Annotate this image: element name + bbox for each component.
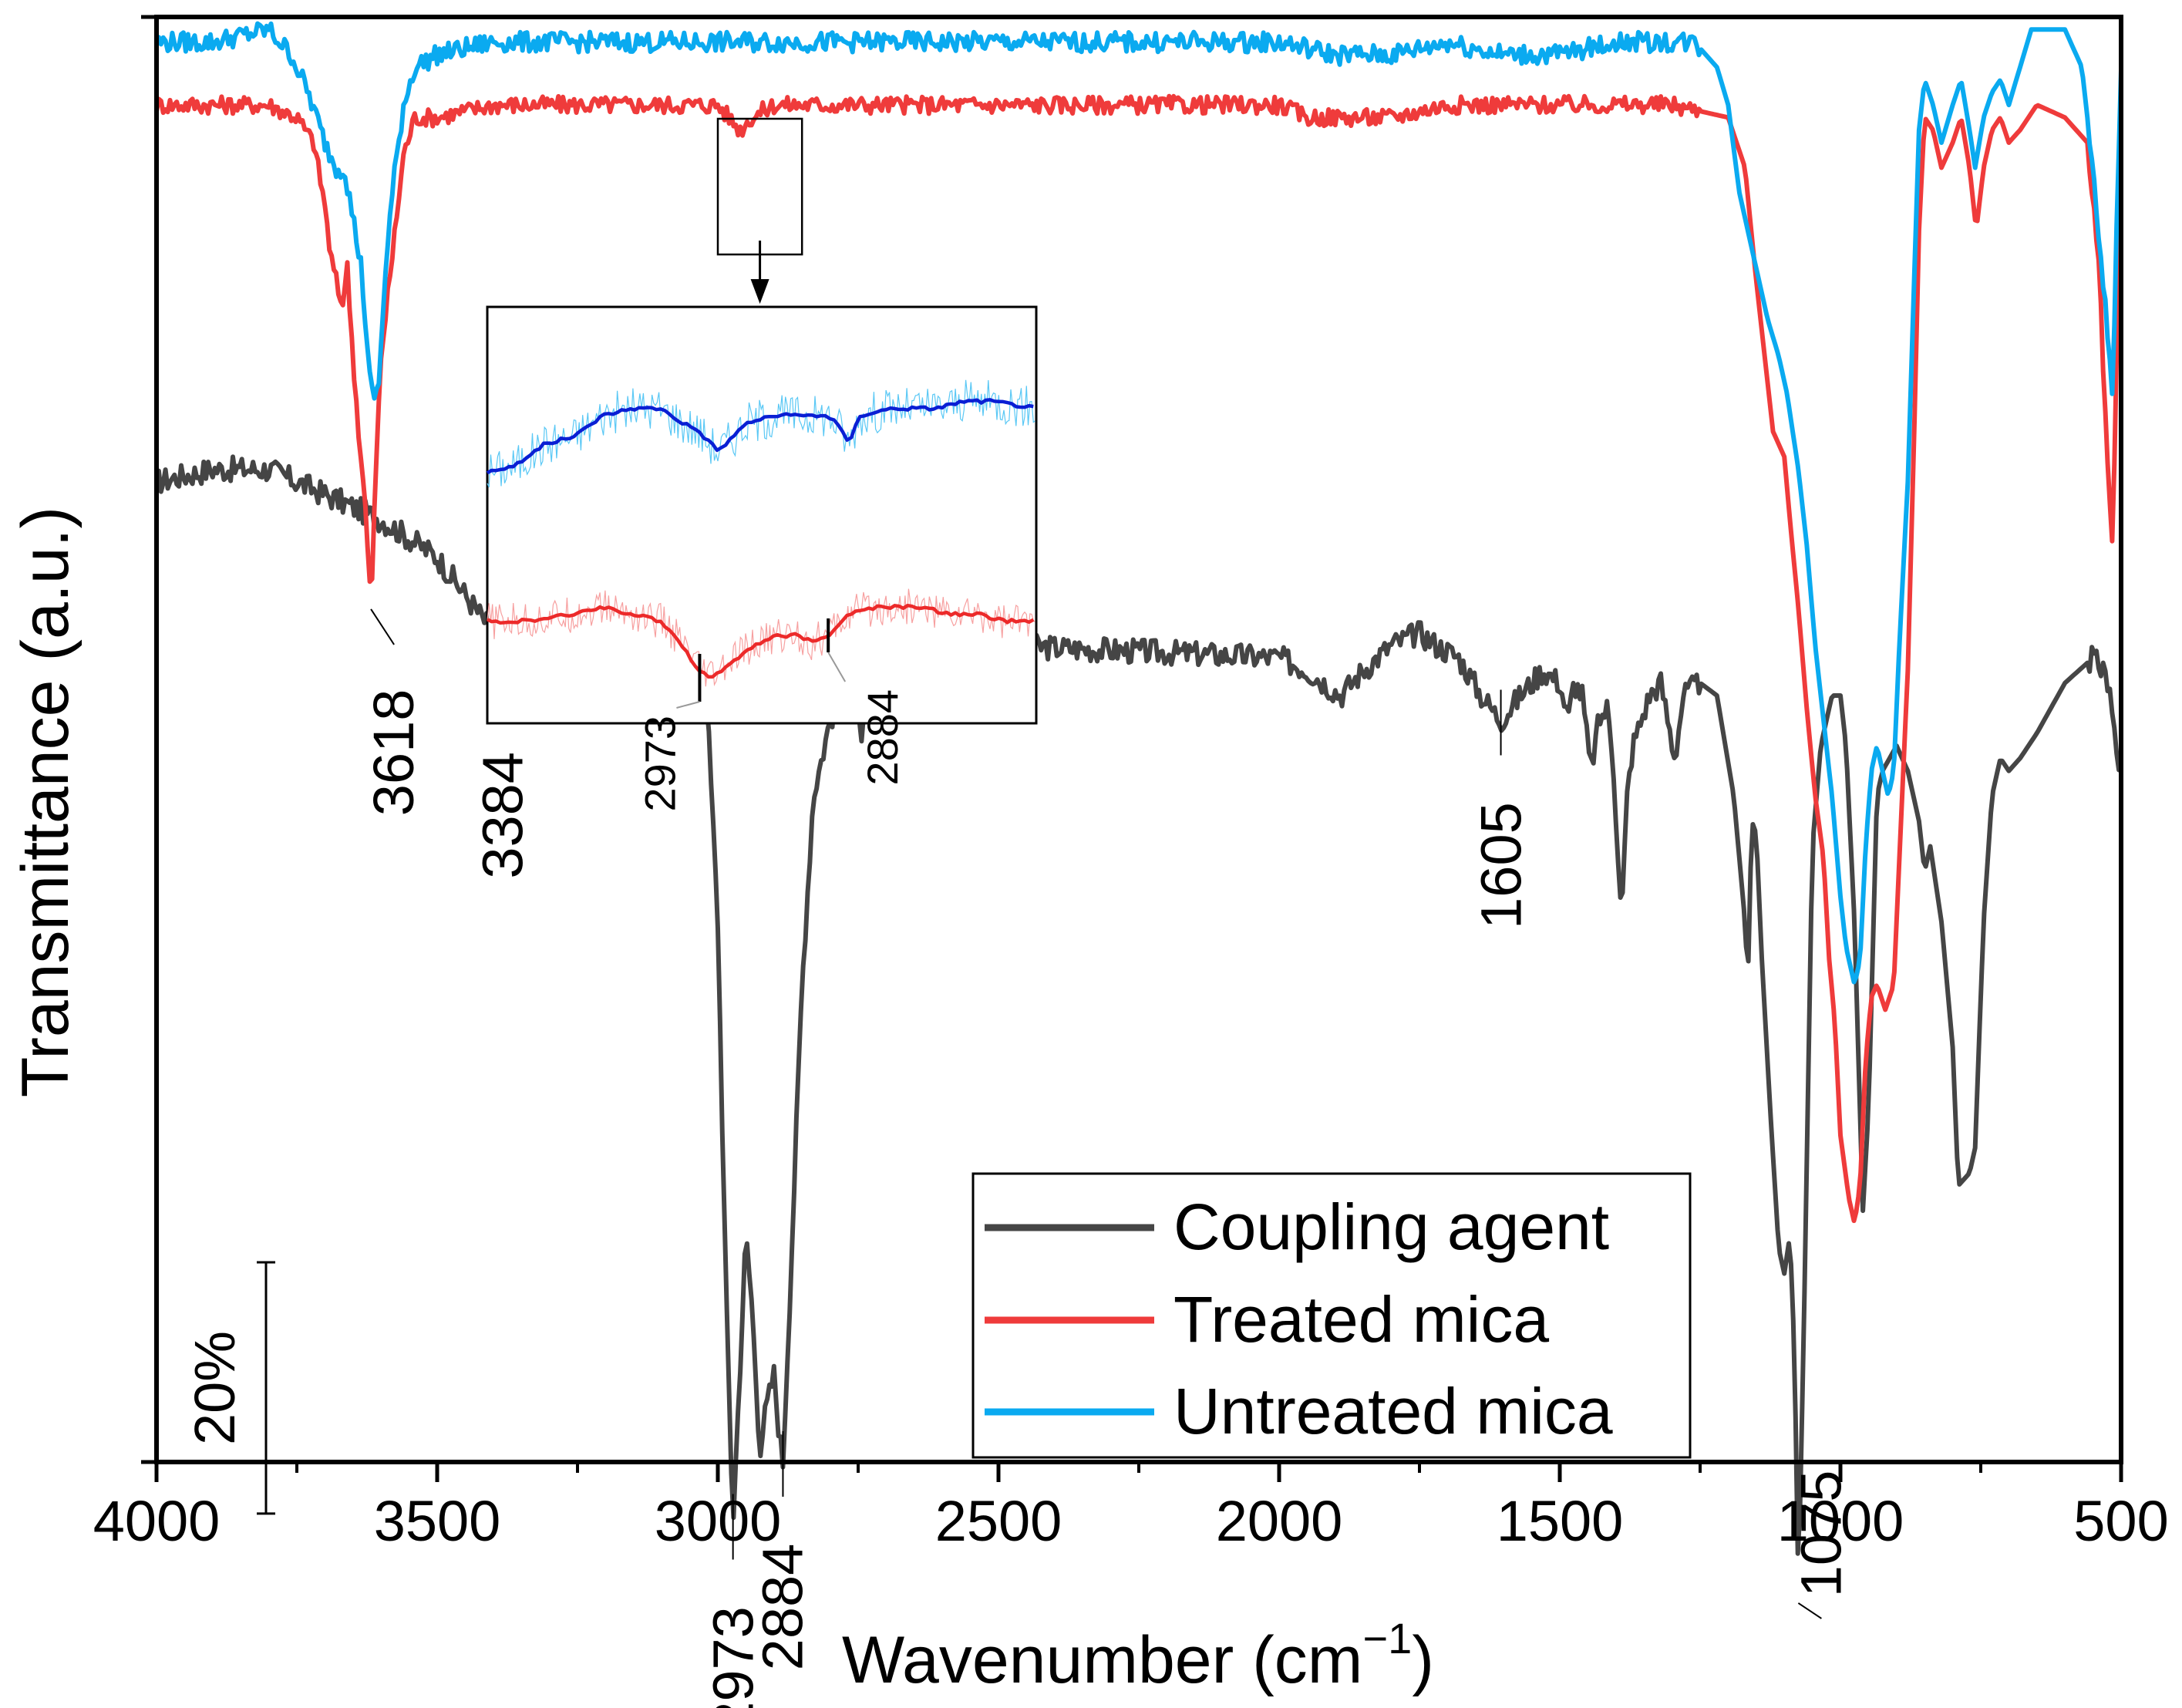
y-axis-label: Transmittance (a.u.) — [8, 507, 82, 1097]
inset-smooth-line-1 — [486, 603, 1035, 679]
legend: Coupling agent Treated mica Untreated mi… — [971, 1172, 1692, 1459]
series-line-treated-mica — [154, 93, 2123, 1224]
x-tick-label: 2000 — [1216, 1489, 1343, 1553]
inset-leader — [827, 652, 847, 682]
annotation-leader — [370, 608, 395, 645]
x-tick-label: 1000 — [1777, 1489, 1904, 1553]
annotation-label-2973: 2973 — [702, 1606, 766, 1708]
scale-bar: 20% — [183, 1261, 275, 1515]
x-axis-ticks: 4000 3500 3000 2500 2000 1500 1000 500 — [93, 15, 2169, 1553]
annotation-label-2884: 2884 — [750, 1544, 814, 1671]
inset-smooth-line-0 — [486, 398, 1034, 475]
plot-data-area — [154, 21, 2123, 1556]
inset: 2973 2884 — [486, 305, 1038, 812]
inset-source-box — [716, 117, 803, 256]
legend-label-coupling-agent: Coupling agent — [1173, 1191, 1609, 1263]
inset-leader — [676, 701, 700, 709]
annotation-label-3618: 3618 — [362, 689, 426, 817]
inset-annotation-label-2973: 2973 — [635, 716, 684, 812]
annotation-label-3384: 3384 — [470, 752, 534, 879]
x-tick-label: 500 — [2073, 1489, 2168, 1553]
x-axis-label: Wavenumber (cm−1) — [842, 1614, 1434, 1697]
series-line-coupling-agent — [155, 454, 2123, 1556]
inset-frame — [486, 305, 1038, 725]
inset-raw-line-0 — [487, 379, 1035, 488]
x-tick-label: 3500 — [374, 1489, 501, 1553]
x-axis-label-close: ) — [1412, 1623, 1434, 1697]
x-tick-label: 3000 — [655, 1489, 782, 1553]
series-line-untreated-mica — [154, 21, 2123, 985]
x-tick-label: 1500 — [1497, 1489, 1624, 1553]
legend-label-treated-mica: Treated mica — [1173, 1283, 1549, 1356]
inset-plot-area: 2973 2884 — [486, 379, 1035, 812]
legend-label-untreated-mica: Untreated mica — [1173, 1375, 1613, 1447]
annotation-leader — [1797, 1602, 1822, 1619]
x-tick-label: 4000 — [93, 1489, 221, 1553]
x-axis-label-main: Wavenumber (cm — [842, 1623, 1362, 1697]
x-axis-label-superscript: −1 — [1362, 1614, 1412, 1663]
scale-bar-label: 20% — [183, 1331, 247, 1445]
annotation-label-1605: 1605 — [1470, 802, 1534, 929]
x-tick-label: 2500 — [935, 1489, 1062, 1553]
inset-annotation-label-2884: 2884 — [858, 689, 907, 786]
inset-arrow-head — [750, 279, 769, 304]
annotation-label-1075: 1075 — [1789, 1470, 1853, 1598]
